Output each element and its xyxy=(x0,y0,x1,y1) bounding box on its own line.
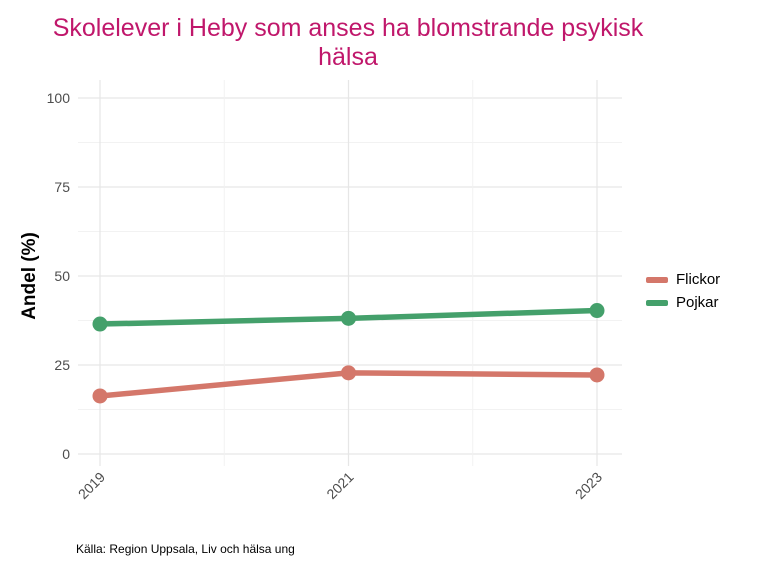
legend-label-pojkar: Pojkar xyxy=(676,294,719,311)
series-group xyxy=(92,303,605,404)
data-point-flickor xyxy=(341,365,356,381)
x-tick-label: 2023 xyxy=(572,469,605,502)
x-tick-label: 2019 xyxy=(75,469,108,502)
legend-label-flickor: Flickor xyxy=(676,271,721,288)
x-tick-label: 2021 xyxy=(323,469,356,502)
y-tick-label: 0 xyxy=(62,446,70,462)
y-tick-labels: 0 25 50 75 100 xyxy=(47,90,71,462)
legend-item-flickor: Flickor xyxy=(646,268,720,291)
x-tick-labels: 2019 2021 2023 xyxy=(75,469,605,502)
data-point-flickor xyxy=(589,367,605,383)
y-tick-label: 25 xyxy=(54,357,70,373)
data-point-flickor xyxy=(92,388,108,404)
chart-title-line1: Skolelever i Heby som anses ha blomstran… xyxy=(52,14,644,42)
legend-swatch-pojkar xyxy=(646,299,668,306)
y-tick-label: 100 xyxy=(47,90,71,106)
chart-title: Skolelever i Heby som anses ha blomstran… xyxy=(0,14,696,72)
data-point-pojkar xyxy=(589,303,605,319)
data-point-pojkar xyxy=(92,316,108,332)
grid-lines xyxy=(78,80,622,466)
y-tick-label: 50 xyxy=(54,268,70,284)
legend: Flickor Pojkar xyxy=(646,268,720,314)
chart-title-line2: hälsa xyxy=(318,43,378,71)
data-point-pojkar xyxy=(341,310,356,326)
legend-item-pojkar: Pojkar xyxy=(646,291,720,314)
source-caption: Källa: Region Uppsala, Liv och hälsa ung xyxy=(76,542,295,556)
y-tick-label: 75 xyxy=(54,179,70,195)
legend-swatch-flickor xyxy=(646,276,668,283)
